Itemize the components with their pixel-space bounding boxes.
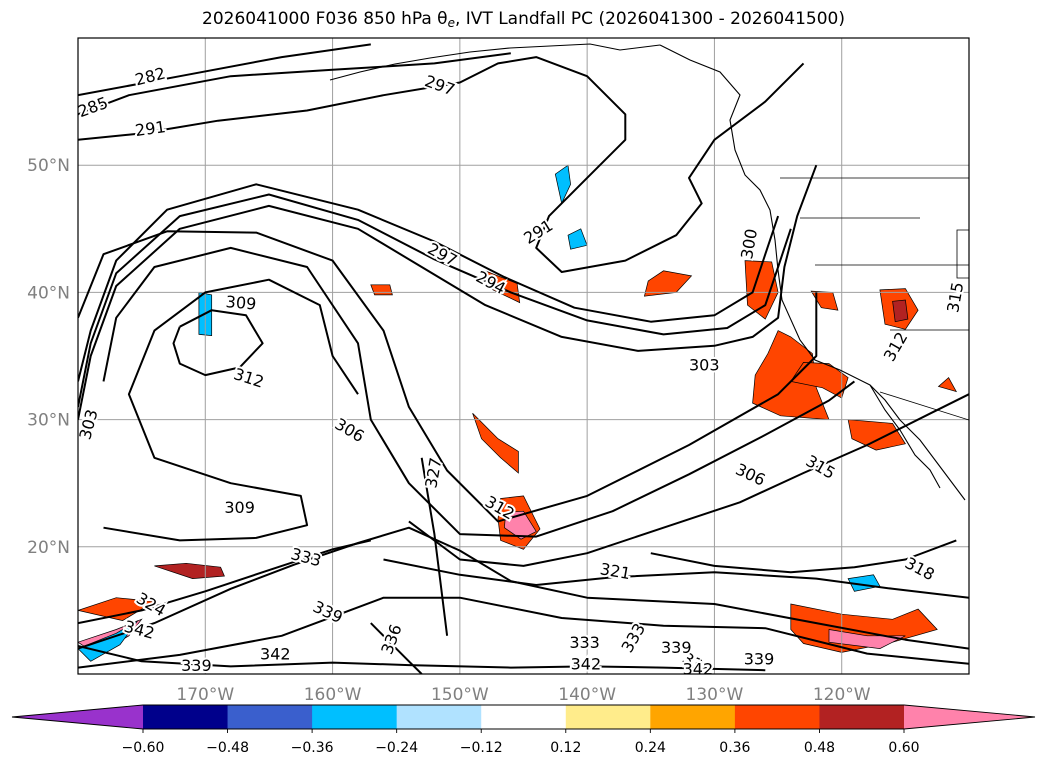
contour-321 — [383, 558, 969, 599]
pc-fill-layer — [78, 164, 958, 662]
colorbar-segment-4 — [481, 705, 567, 729]
contour-label-309-1: 309 — [224, 498, 255, 517]
colorbar-tick-label: −0.48 — [206, 740, 249, 756]
colorbar-segment-2 — [312, 705, 398, 729]
north-america-coastline — [659, 44, 966, 501]
contour-315 — [408, 393, 969, 567]
pc-region-22 — [847, 419, 906, 451]
colorbar-tick-label: 0.24 — [635, 740, 666, 756]
colorbar-tick-label: −0.60 — [122, 740, 165, 756]
colorbar-segment-0 — [143, 705, 229, 729]
colorbar-segment-6 — [650, 705, 736, 729]
pc-region-17 — [472, 412, 519, 474]
contour-309 — [103, 278, 359, 542]
contour-291 — [78, 56, 805, 273]
ytick-label: 30°N — [27, 411, 70, 431]
contour-label-342-2: 342 — [571, 655, 602, 674]
alaska-coastline — [329, 43, 661, 81]
contour-324 — [78, 539, 372, 625]
contour-label-339-3: 339 — [744, 650, 775, 669]
colorbar-segment-1 — [227, 705, 313, 729]
xtick-label: 160°W — [304, 685, 362, 705]
colorbar-tick-label: 0.12 — [550, 740, 581, 756]
contour-306 — [102, 246, 856, 538]
pc-region-23 — [937, 377, 958, 393]
theta-e-contours — [78, 43, 969, 674]
contour-label-291-0: 291 — [134, 117, 167, 140]
colorbar-tick-label: −0.36 — [291, 740, 334, 756]
colorbar-tick-label: 0.60 — [888, 740, 919, 756]
contour-300 — [78, 164, 818, 420]
xtick-label: 170°W — [176, 685, 234, 705]
map-background — [78, 38, 969, 674]
contour-327 — [420, 457, 449, 636]
contour-312 — [172, 309, 264, 377]
colorbar-extend-max — [904, 705, 1035, 729]
map-frame — [77, 37, 970, 675]
colorbar-segment-3 — [396, 705, 482, 729]
contour-label-342-3: 342 — [683, 660, 714, 679]
state-borders — [780, 177, 969, 421]
colorbar-tick-label: 0.36 — [719, 740, 750, 756]
colorbar-tick-label: 0.48 — [804, 740, 835, 756]
contour-297 — [78, 193, 792, 408]
ytick-label: 40°N — [27, 283, 70, 303]
contour-label-339-2: 339 — [661, 638, 692, 657]
ytick-label: 20°N — [27, 538, 70, 558]
contour-339 — [78, 596, 969, 669]
contour-282 — [78, 43, 371, 97]
contour-label-282-0: 282 — [133, 64, 167, 90]
colorbar-tick-labels: −0.60 −0.48 −0.36 −0.24 −0.12 0.12 0.24 0.36 0.4… — [122, 729, 920, 756]
baja-peninsula-coastline — [869, 384, 941, 489]
xtick-label: 130°W — [686, 685, 744, 705]
coastline — [329, 43, 969, 501]
pc-region-12 — [892, 299, 909, 323]
contour-285 — [78, 52, 511, 116]
contour-333 — [78, 526, 969, 650]
pc-region-14 — [643, 270, 693, 297]
colorbar-extend-min — [12, 705, 143, 729]
contour-336 — [370, 622, 423, 674]
contour-318 — [650, 539, 957, 574]
colorbar-tick-label: −0.12 — [460, 740, 503, 756]
colorbar — [11, 704, 1036, 730]
contour-label-333-1: 333 — [569, 633, 600, 652]
pc-region-8 — [744, 260, 779, 320]
contour-label-339-0: 339 — [181, 656, 212, 675]
ytick-label: 50°N — [27, 156, 70, 176]
xtick-label: 140°W — [558, 685, 616, 705]
contour-label-303-1: 303 — [689, 356, 720, 375]
pc-region-0 — [154, 562, 225, 579]
pc-region-16 — [370, 284, 393, 296]
pc-region-10 — [790, 362, 849, 399]
contour-label-342-1: 342 — [260, 644, 291, 663]
xtick-label: 120°W — [813, 685, 871, 705]
colorbar-tick-label: −0.24 — [375, 740, 418, 756]
contour-342 — [78, 645, 766, 672]
longitude-tick-labels: 170°W 160°W 150°W 140°W 130°W 120°W — [176, 685, 870, 705]
latitude-tick-labels: 20°N 30°N 40°N 50°N — [27, 156, 70, 558]
colorbar-segment-8 — [819, 705, 905, 729]
colorbar-segment-5 — [565, 705, 651, 729]
gridlines — [78, 38, 969, 674]
colorbar-segment-7 — [734, 705, 820, 729]
pc-region-21 — [828, 629, 906, 649]
contour-303 — [78, 230, 818, 523]
xtick-label: 150°W — [431, 685, 489, 705]
pc-region-5 — [554, 164, 571, 205]
contour-294 — [78, 183, 780, 382]
chart-title: 2026041000 F036 850 hPa θe, IVT Landfall… — [202, 9, 845, 30]
contour-label-309-0: 309 — [225, 292, 257, 314]
